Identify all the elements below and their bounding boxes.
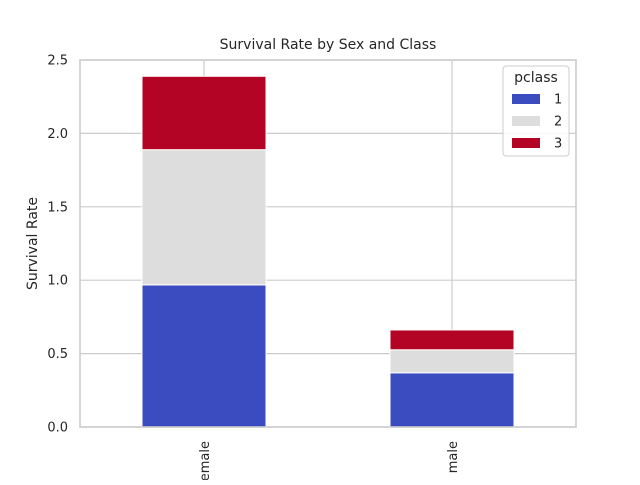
legend-items: 1 2 3 <box>512 93 562 152</box>
legend-swatch-1 <box>512 94 540 104</box>
y-tick-label: 0.0 <box>47 421 68 436</box>
y-axis-label: Survival Rate <box>25 197 41 290</box>
legend-swatch-3 <box>512 138 540 148</box>
y-tick-label: 0.5 <box>47 347 68 362</box>
bars-layer <box>141 75 515 428</box>
x-tick-label: male <box>446 441 461 473</box>
bar-female-pclass-2 <box>141 149 267 286</box>
y-tick-label: 2.5 <box>47 54 68 69</box>
chart-title: Survival Rate by Sex and Class <box>220 37 437 53</box>
y-tick-label: 2.0 <box>47 127 68 142</box>
bar-female-pclass-3 <box>141 75 267 151</box>
bar-male-pclass-3 <box>389 329 515 351</box>
plot-frame <box>79 59 577 428</box>
legend-label-1: 1 <box>554 93 562 108</box>
x-tick-label: female <box>198 441 213 480</box>
x-axis-ticks: female male <box>198 441 461 485</box>
y-tick-label: 1.5 <box>47 200 68 215</box>
bar-male-pclass-1 <box>389 372 515 428</box>
legend-swatch-2 <box>512 116 540 126</box>
legend: pclass 1 2 3 <box>502 65 570 157</box>
bar-male-pclass-2 <box>389 349 515 374</box>
legend-label-2: 2 <box>554 115 562 130</box>
y-axis-ticks: 0.0 0.5 1.0 1.5 2.0 2.5 <box>47 54 68 436</box>
bar-female-pclass-1 <box>141 284 267 428</box>
legend-label-3: 3 <box>554 137 562 152</box>
legend-title: pclass <box>514 70 558 86</box>
legend-box <box>502 65 570 157</box>
y-tick-label: 1.0 <box>47 274 68 289</box>
